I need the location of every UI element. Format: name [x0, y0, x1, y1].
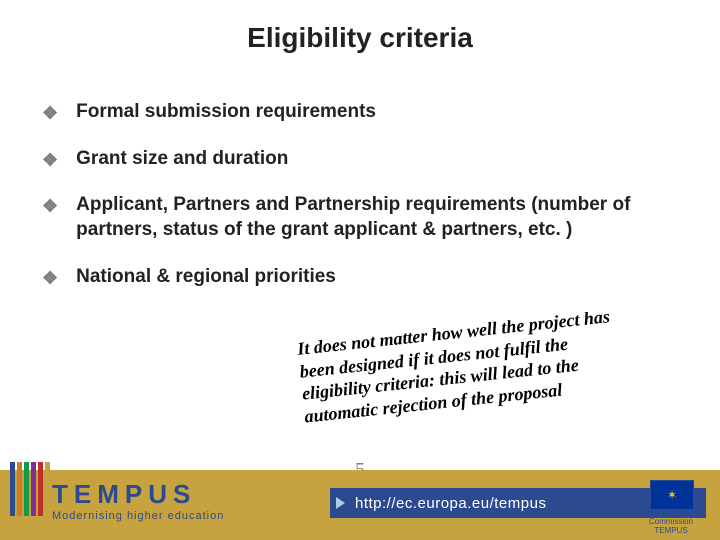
color-bar: [31, 462, 36, 516]
bullet-item: ❖ National & regional priorities: [42, 265, 678, 290]
bullet-text: Grant size and duration: [76, 147, 678, 172]
color-bar: [10, 462, 15, 516]
bullet-text: National & regional priorities: [76, 265, 678, 290]
bullet-text: Formal submission requirements: [76, 100, 678, 125]
footer-url: http://ec.europa.eu/tempus: [355, 495, 546, 512]
bullet-list: ❖ Formal submission requirements ❖ Grant…: [42, 100, 678, 311]
eu-flag-caption: European Commission TEMPUS: [636, 510, 706, 536]
tempus-logo-text: TEMPUS: [52, 479, 224, 510]
bullet-text: Applicant, Partners and Partnership requ…: [76, 193, 678, 242]
color-bar: [38, 462, 43, 516]
bullet-item: ❖ Applicant, Partners and Partnership re…: [42, 193, 678, 242]
tempus-logo-block: TEMPUS Modernising higher education: [52, 479, 224, 522]
bullet-item: ❖ Formal submission requirements: [42, 100, 678, 125]
eu-flag-icon: ✶: [650, 480, 694, 510]
arrow-right-icon: [336, 497, 345, 509]
color-bars: [10, 462, 50, 516]
bullet-marker-icon: ❖: [42, 267, 58, 290]
bullet-item: ❖ Grant size and duration: [42, 147, 678, 172]
footer: TEMPUS Modernising higher education http…: [0, 454, 720, 540]
color-bar: [24, 462, 29, 516]
color-bar: [45, 462, 50, 516]
eu-flag-stars: ✶: [667, 488, 677, 502]
slide: { "title": "Eligibility criteria", "bull…: [0, 0, 720, 540]
bullet-marker-icon: ❖: [42, 149, 58, 172]
color-bar: [17, 462, 22, 516]
bullet-marker-icon: ❖: [42, 195, 58, 218]
bullet-marker-icon: ❖: [42, 102, 58, 125]
tempus-tagline: Modernising higher education: [52, 510, 224, 522]
callout-note: It does not matter how well the project …: [296, 302, 644, 427]
slide-title: Eligibility criteria: [0, 22, 720, 54]
